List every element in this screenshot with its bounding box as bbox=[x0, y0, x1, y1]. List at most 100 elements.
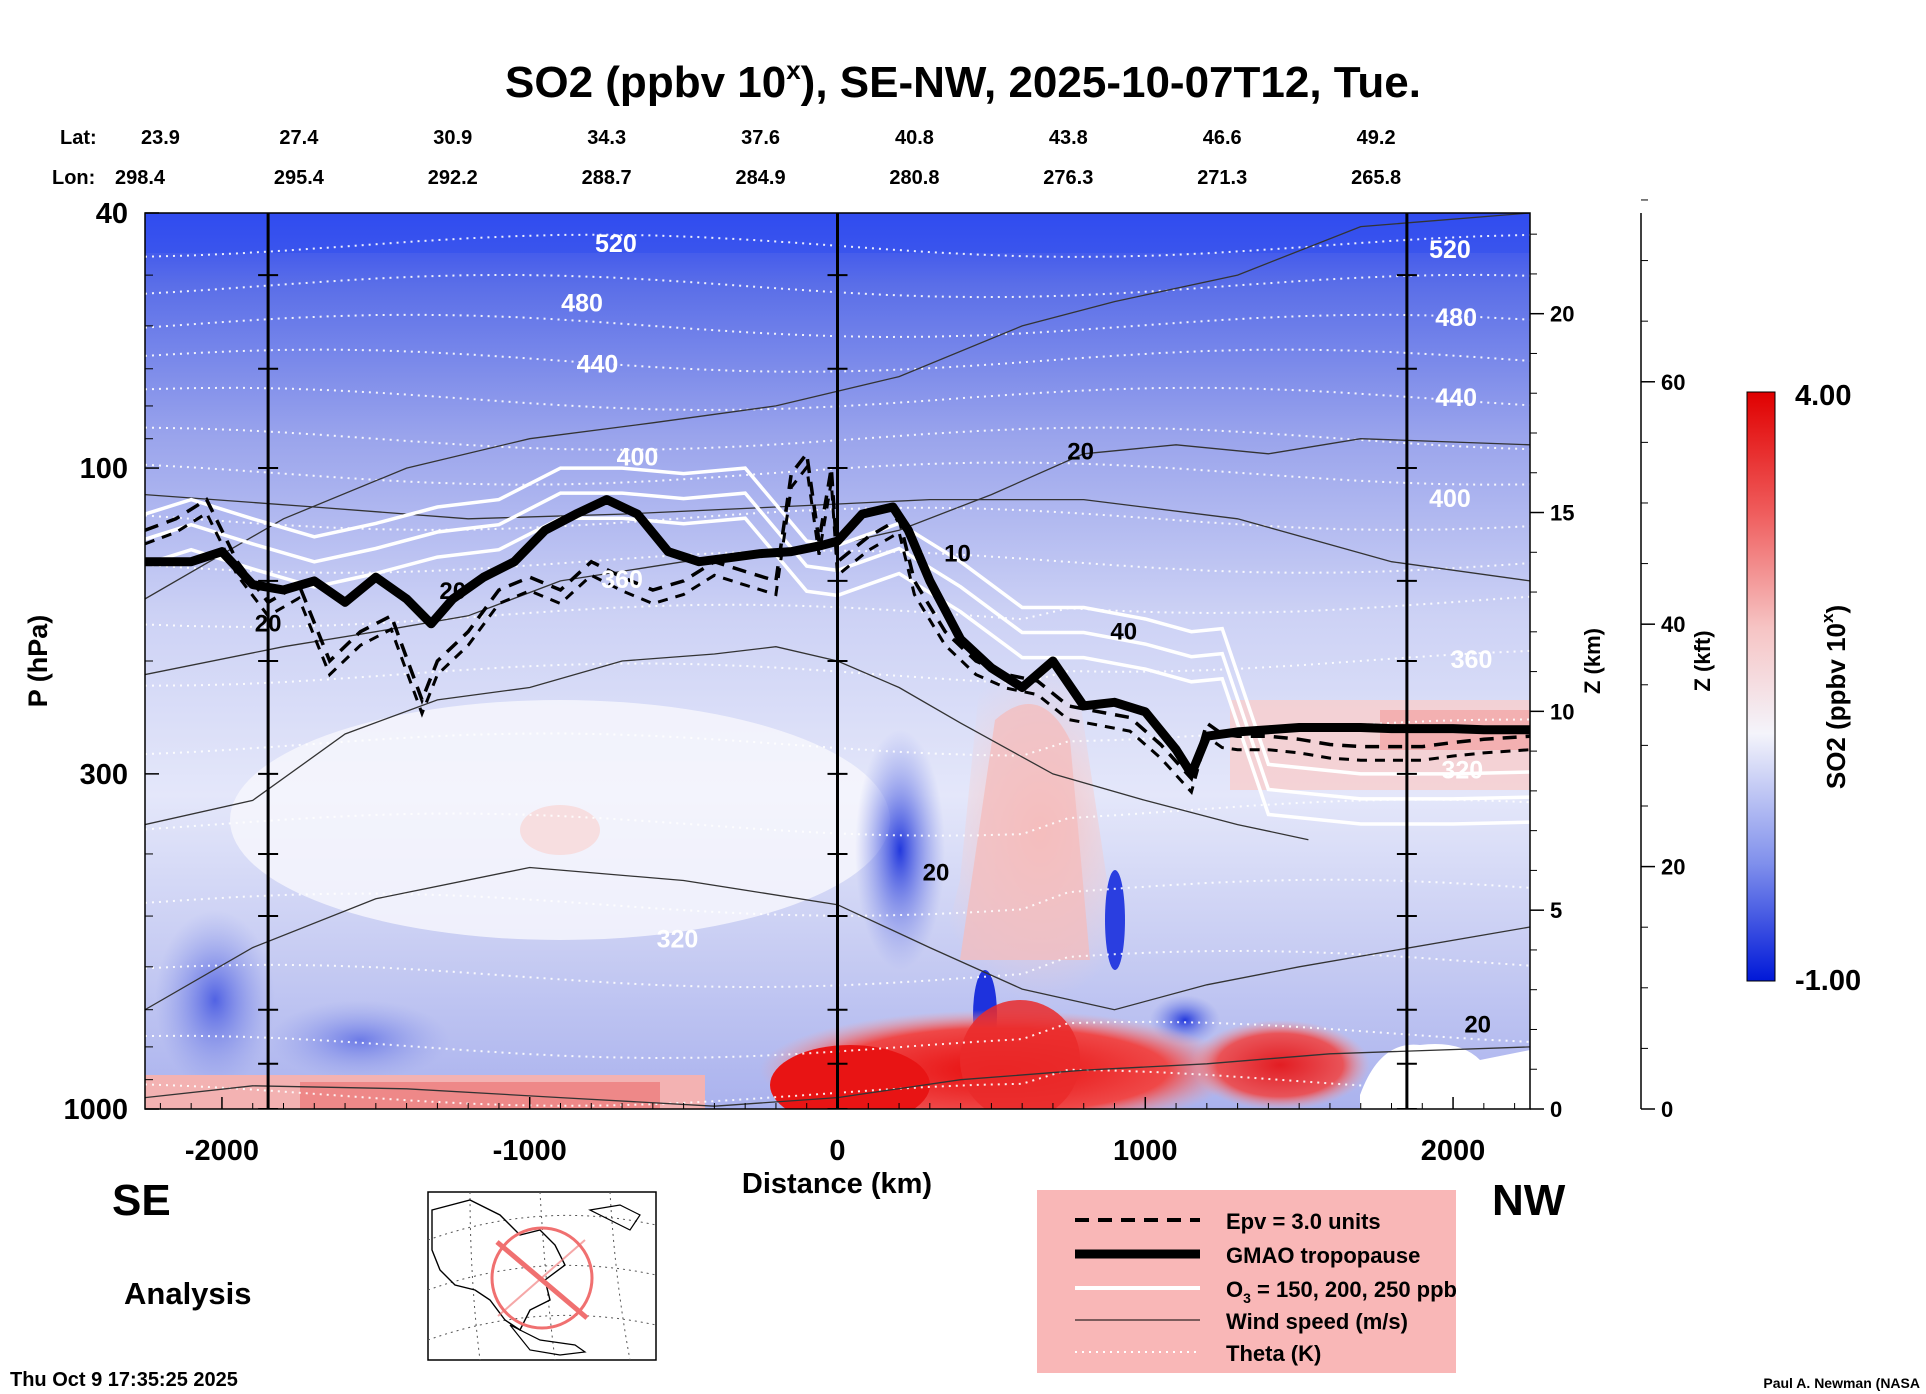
z-km-axis-label: Z (km) bbox=[1580, 628, 1605, 694]
z-kft-axis-label: Z (kft) bbox=[1690, 630, 1715, 691]
footer-timestamp: Thu Oct 9 17:35:25 2025 bbox=[10, 1369, 238, 1391]
lon-value: 265.8 bbox=[1351, 167, 1401, 189]
z-kft-tick-label: 20 bbox=[1661, 855, 1685, 880]
legend-label-wind: Wind speed (m/s) bbox=[1226, 1309, 1408, 1334]
wind-contour-label: 40 bbox=[1110, 618, 1137, 645]
series-ozone-line bbox=[145, 516, 1530, 826]
lat-value: 30.9 bbox=[433, 127, 472, 149]
se-label: SE bbox=[112, 1176, 171, 1225]
x-tick-label: 0 bbox=[829, 1135, 845, 1167]
wind-contour-label: 20 bbox=[1464, 1012, 1491, 1039]
z-km-tick-label: 20 bbox=[1550, 302, 1574, 327]
inset-map-coastline bbox=[588, 1204, 641, 1231]
y-axis: 40 100 300 1000 bbox=[63, 198, 159, 1126]
footer-credit: Paul A. Newman (NASA bbox=[1763, 1375, 1920, 1391]
analysis-label: Analysis bbox=[124, 1276, 252, 1311]
wind-contour bbox=[145, 646, 1309, 841]
x-tick-label: -1000 bbox=[493, 1135, 567, 1167]
vertical-reference-lines bbox=[258, 213, 1417, 1109]
z-km-axis: 0 5 10 15 20 bbox=[1530, 233, 1574, 1122]
colorbar-label: SO2 (ppbv 10x) bbox=[1818, 605, 1851, 789]
lat-value: 49.2 bbox=[1357, 127, 1396, 149]
so2-field-red-plume bbox=[770, 1045, 930, 1109]
inset-map-transect bbox=[495, 1240, 589, 1320]
theta-contour-label: 320 bbox=[657, 926, 699, 954]
so2-field-pink-zone bbox=[520, 805, 600, 855]
z-km-tick-label: 10 bbox=[1550, 699, 1574, 724]
lat-value: 27.4 bbox=[279, 127, 319, 149]
contour-labels: 520 480 440 400 360 320 520 480 440 400 360 320 20 20… bbox=[255, 230, 1493, 1039]
lon-value: 271.3 bbox=[1197, 167, 1247, 189]
z-kft-tick-label: 0 bbox=[1661, 1097, 1673, 1122]
theta-contour-label: 480 bbox=[1435, 304, 1477, 332]
so2-field-blue-column bbox=[855, 730, 945, 970]
inset-map-circle bbox=[490, 1226, 594, 1330]
theta-contour-label: 360 bbox=[601, 566, 643, 594]
lat-value: 40.8 bbox=[895, 127, 934, 149]
inset-map-graticule bbox=[427, 1191, 657, 1361]
z-kft-tick-label: 40 bbox=[1661, 612, 1685, 637]
y-tick-label: 1000 bbox=[63, 1094, 128, 1126]
theta-contour-label: 440 bbox=[1435, 384, 1477, 412]
plot-area: 520 480 440 400 360 320 520 480 440 400 360 320 20 20… bbox=[145, 213, 1530, 1109]
lon-value: 292.2 bbox=[428, 167, 478, 189]
z-km-tick-label: 0 bbox=[1550, 1097, 1562, 1122]
inset-map bbox=[427, 1191, 657, 1361]
x-axis: -2000 -1000 0 1000 2000 bbox=[159, 1097, 1516, 1167]
lon-value: 298.4 bbox=[115, 167, 166, 189]
wind-contour bbox=[145, 866, 1530, 1011]
lon-value: 276.3 bbox=[1043, 167, 1093, 189]
series-layer bbox=[145, 449, 1530, 826]
y-tick-label: 100 bbox=[80, 453, 128, 485]
z-km-tick-label: 5 bbox=[1550, 898, 1562, 923]
lon-value: 288.7 bbox=[582, 167, 632, 189]
series-tropopause-line bbox=[145, 495, 1530, 779]
nw-label: NW bbox=[1492, 1176, 1566, 1225]
lat-label: Lat: bbox=[60, 127, 97, 149]
x-axis-label: Distance (km) bbox=[742, 1168, 932, 1200]
y-axis-label: P (hPa) bbox=[23, 615, 53, 708]
colorbar-max-label: 4.00 bbox=[1795, 380, 1851, 412]
theta-contour-label: 520 bbox=[595, 230, 637, 258]
chart-title: SO2 (ppbv 10x), SE-NW, 2025-10-07T12, Tu… bbox=[505, 55, 1421, 107]
lat-value: 23.9 bbox=[141, 127, 180, 149]
lat-value: 43.8 bbox=[1049, 127, 1088, 149]
lat-value: 46.6 bbox=[1203, 127, 1242, 149]
z-kft-axis: 0 20 40 60 bbox=[1640, 199, 1685, 1122]
y-tick-label: 300 bbox=[80, 759, 128, 791]
z-kft-tick-label: 60 bbox=[1661, 370, 1685, 395]
x-tick-label: -2000 bbox=[185, 1135, 259, 1167]
lat-value: 34.3 bbox=[587, 127, 626, 149]
lon-label: Lon: bbox=[52, 167, 95, 189]
inset-map-coastline bbox=[431, 1199, 566, 1332]
y-tick-label: 40 bbox=[96, 198, 128, 230]
theta-contour-label: 400 bbox=[617, 443, 659, 471]
colorbar: 4.00 -1.00 SO2 (ppbv 10x) bbox=[1746, 380, 1861, 997]
theta-contour-label: 440 bbox=[577, 351, 619, 379]
z-km-tick-label: 15 bbox=[1550, 501, 1574, 526]
so2-field-red-plume bbox=[1190, 1020, 1370, 1109]
lat-value: 37.6 bbox=[741, 127, 780, 149]
colorbar-min-label: -1.00 bbox=[1795, 965, 1861, 997]
wind-contour-label: 10 bbox=[944, 541, 971, 568]
series-epv-line bbox=[145, 463, 1530, 796]
series-ozone-line bbox=[145, 491, 1530, 801]
legend-label-ozone: O3 = 150, 200, 250 ppb bbox=[1226, 1277, 1457, 1306]
inset-map-coastline bbox=[509, 1324, 587, 1356]
theta-contour-label: 520 bbox=[1429, 236, 1471, 264]
theta-contour-label: 400 bbox=[1429, 485, 1471, 513]
so2-field-red-plume bbox=[960, 1000, 1080, 1109]
lat-lon-header: 23.9 27.4 30.9 34.3 37.6 40.8 43.8 46.6 49.2 298.… bbox=[115, 127, 1401, 189]
x-tick-label: 1000 bbox=[1113, 1135, 1178, 1167]
so2-field-blue-patch bbox=[155, 910, 275, 1090]
so2-field-plume bbox=[960, 704, 1090, 960]
legend-label-theta: Theta (K) bbox=[1226, 1341, 1321, 1366]
lon-value: 280.8 bbox=[889, 167, 939, 189]
lon-value: 295.4 bbox=[274, 167, 325, 189]
wind-contour-label: 20 bbox=[439, 578, 466, 605]
legend-label-tropopause: GMAO tropopause bbox=[1226, 1243, 1420, 1268]
legend: Epv = 3.0 units GMAO tropopause O3 = 150… bbox=[1037, 1190, 1457, 1373]
so2-field-missing-data bbox=[1360, 1044, 1530, 1109]
wind-contour-label: 20 bbox=[923, 859, 950, 886]
